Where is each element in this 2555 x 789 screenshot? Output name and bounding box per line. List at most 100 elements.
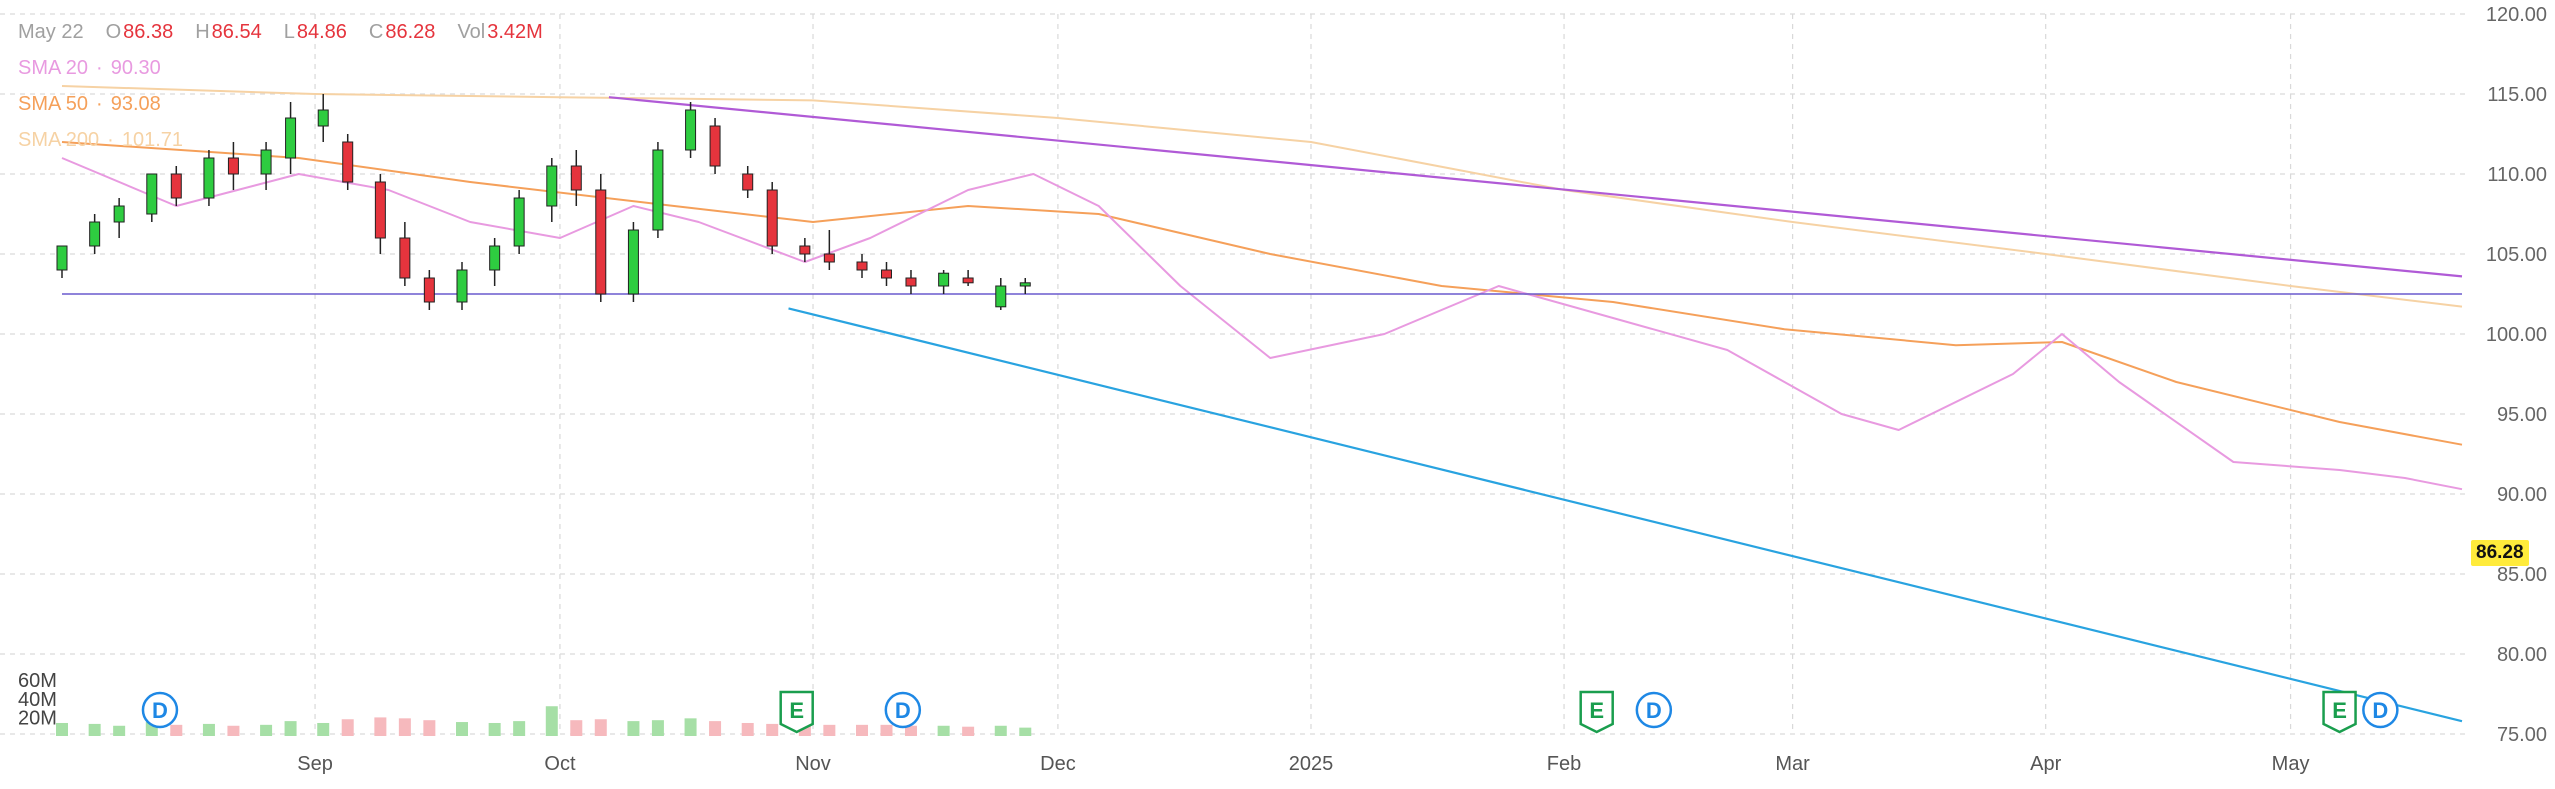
volume-bar: [202, 723, 215, 736]
low-value: 84.86: [296, 21, 347, 43]
candle-up: [456, 269, 468, 303]
candle-up: [513, 197, 525, 247]
dividend-circle: [1635, 691, 1673, 729]
candle-up: [685, 109, 697, 151]
volume-key: Vol: [457, 21, 486, 43]
dividend-marker[interactable]: D: [884, 691, 922, 729]
volume-bar: [651, 720, 664, 736]
volume-bar: [284, 721, 297, 736]
volume-bar: [113, 725, 126, 736]
ohlc-legend: May 22 O 86.38 H 86.54 L 84.86 C 86.28 Vol 3.…: [18, 14, 543, 158]
volume-tick-label: 40M: [18, 689, 57, 711]
resistance-trendline: [608, 96, 2463, 278]
sma200-legend[interactable]: SMA 200 · 101.71: [18, 122, 543, 158]
dividend-circle: [2362, 691, 2399, 729]
event-marker-label: D: [1646, 698, 1662, 723]
x-tick-label: Oct: [544, 753, 576, 775]
volume-bar: [56, 722, 68, 736]
high-key: H: [195, 21, 210, 43]
volume-bar: [856, 724, 868, 736]
sma20-value: 90.30: [110, 57, 161, 79]
dividend-marker[interactable]: D: [1635, 691, 1673, 729]
volume-bar: [341, 719, 354, 736]
earnings-marker[interactable]: E: [1579, 690, 1614, 734]
open-key: O: [105, 21, 122, 43]
volume-bar: [260, 724, 273, 736]
sma20-layer: [61, 157, 2463, 491]
volume-bar: [994, 725, 1007, 736]
candle-down: [399, 237, 411, 279]
candle-down: [962, 277, 974, 284]
volume-bars: [56, 706, 1032, 736]
candle-up: [89, 221, 101, 247]
earnings-marker[interactable]: E: [779, 690, 814, 734]
low-key: L: [283, 21, 295, 43]
candle-down: [170, 173, 182, 199]
candle-down: [880, 269, 892, 279]
candle-down: [342, 141, 354, 183]
volume-bar: [962, 726, 975, 736]
volume-bar: [904, 725, 917, 736]
candle-down: [227, 157, 239, 175]
x-tick-label: Apr: [2030, 753, 2061, 775]
x-tick-label: Sep: [297, 753, 333, 775]
x-axis: Sep Oct Nov Dec 2025 Feb Mar Apr May: [297, 753, 2309, 775]
earnings-shield: [2322, 690, 2357, 734]
y-tick-label: 80.00: [2497, 644, 2547, 666]
candle-up: [938, 272, 950, 287]
dividend-marker[interactable]: D: [2362, 691, 2399, 729]
candle-up: [995, 285, 1007, 308]
volume-bar: [570, 720, 583, 736]
close-key: C: [368, 21, 384, 43]
candle-down: [374, 181, 386, 239]
volume-bar: [170, 724, 183, 736]
x-tick-label: Mar: [1775, 753, 1810, 775]
y-tick-label: 95.00: [2497, 404, 2547, 426]
y-tick-label: 110.00: [2487, 164, 2547, 186]
volume-bar: [684, 718, 697, 736]
volume-bar: [594, 719, 607, 736]
sma50-line: [61, 141, 2463, 446]
sma20-legend[interactable]: SMA 20 · 90.30: [18, 50, 543, 86]
chart-grid: [0, 13, 2467, 735]
volume-tick-label: 60M: [18, 670, 57, 692]
candle-up: [203, 157, 215, 199]
dividend-marker[interactable]: D: [141, 691, 179, 729]
volume-bar: [1019, 727, 1032, 736]
sma50-legend[interactable]: SMA 50 · 93.08: [18, 86, 543, 122]
volume-bar: [741, 722, 754, 736]
earnings-marker[interactable]: E: [2322, 690, 2357, 734]
sma200-label: SMA 200: [18, 129, 100, 151]
volume-bar: [317, 722, 330, 736]
ohlc-row: May 22 O 86.38 H 86.54 L 84.86 C 86.28 Vol 3.…: [18, 14, 543, 50]
high-value: 86.54: [211, 21, 262, 43]
volume-bar: [709, 721, 722, 736]
volume-bar: [374, 717, 387, 736]
candle-down: [742, 173, 754, 191]
candle-up: [146, 173, 158, 215]
candle-up: [56, 245, 68, 271]
volume-bar: [488, 722, 501, 736]
candle-down: [423, 277, 435, 303]
volume-bar: [456, 722, 468, 736]
candle-down: [905, 277, 917, 287]
candle-down: [595, 189, 607, 295]
earnings-shield: [1579, 690, 1614, 734]
y-axis: 75.00 80.00 85.00 90.00 95.00 100.00 105.00 110…: [2486, 4, 2547, 746]
volume-bar: [227, 725, 240, 736]
y-tick-label: 90.00: [2497, 484, 2547, 506]
dividend-circle: [884, 691, 922, 729]
candle-down: [856, 261, 868, 271]
close-value: 86.28: [385, 21, 436, 43]
volume-bar: [937, 725, 950, 736]
candles-layer: [56, 94, 1031, 310]
candle-up: [627, 229, 639, 295]
event-marker-label: D: [895, 698, 911, 723]
volume-bar: [766, 723, 779, 736]
candle-down: [799, 245, 811, 255]
event-marker-label: E: [789, 698, 804, 723]
x-tick-label: Feb: [1547, 753, 1581, 775]
candle-up: [1019, 282, 1031, 287]
